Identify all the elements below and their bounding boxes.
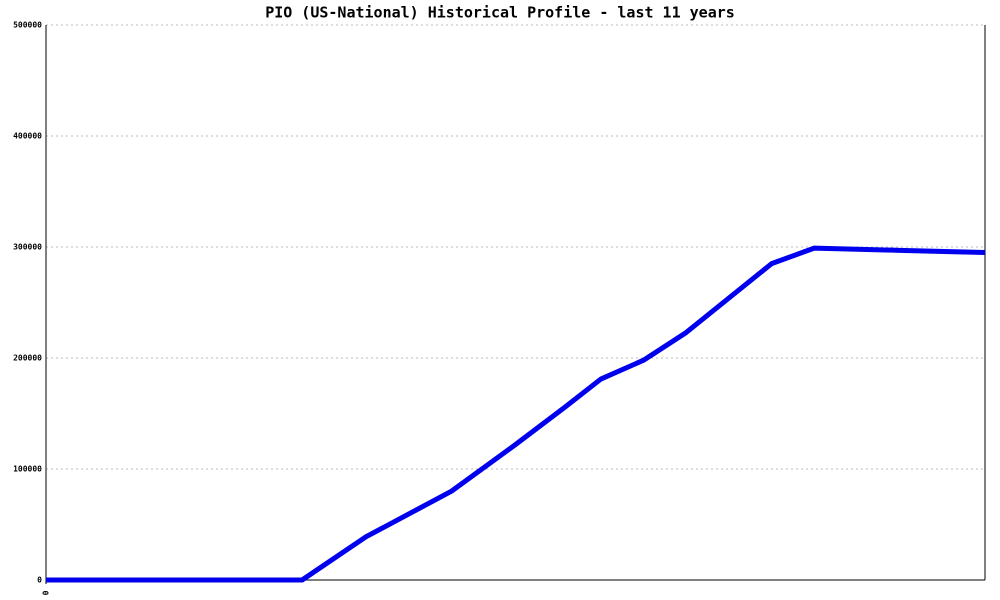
data-line <box>46 245 986 583</box>
chart-title: PIO (US-National) Historical Profile - l… <box>265 4 735 22</box>
y-tick-label: 100000 <box>13 465 42 474</box>
y-tick-label: 400000 <box>13 132 42 141</box>
x-tick-label: 0 <box>42 590 51 595</box>
y-tick-label: 300000 <box>13 243 42 252</box>
y-tick-label: 0 <box>37 576 42 585</box>
y-tick-label: 500000 <box>13 21 42 30</box>
y-tick-label: 200000 <box>13 354 42 363</box>
